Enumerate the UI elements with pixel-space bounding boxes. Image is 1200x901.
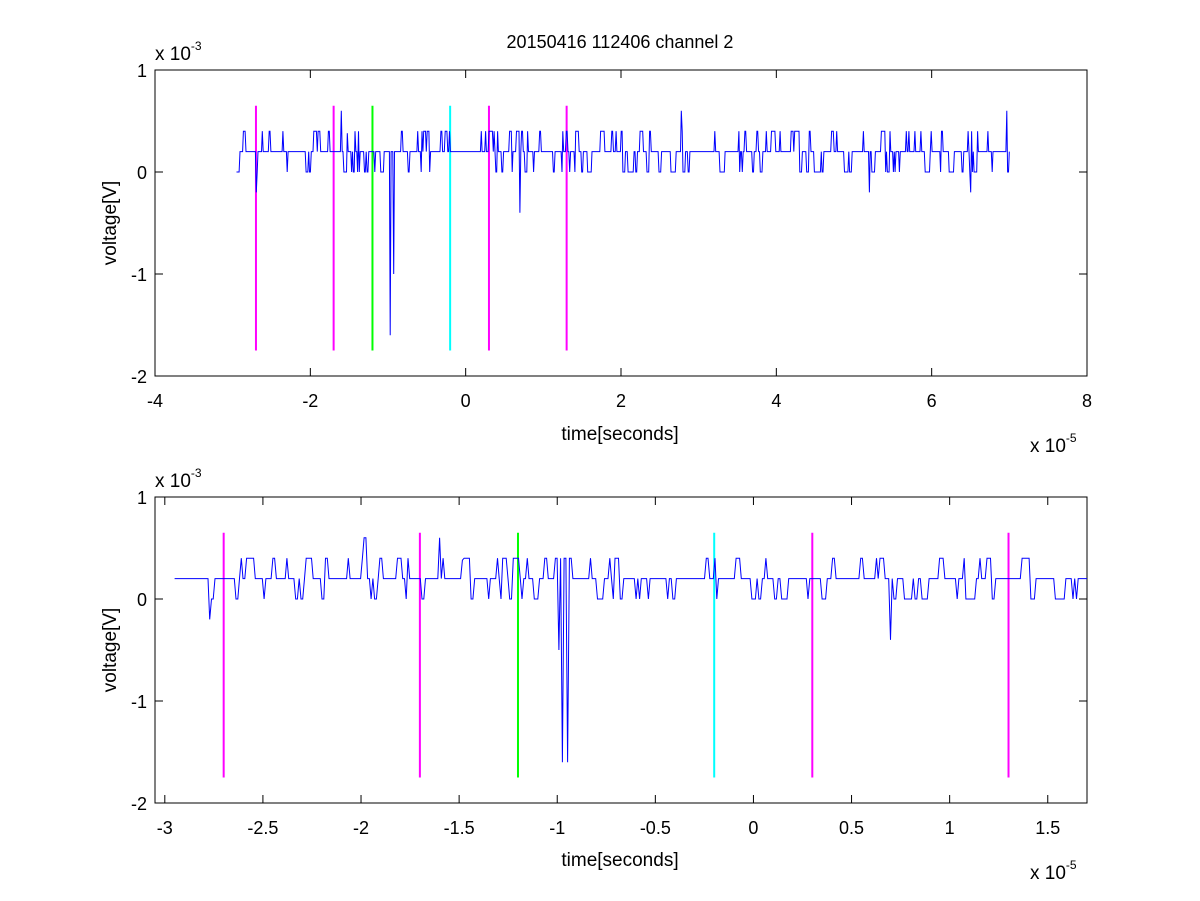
x-tick-label: 6 (927, 391, 937, 411)
x-tick-label: 0.5 (839, 818, 864, 838)
top-ticks: -4 -2 0 2 4 6 810-1-2 (131, 61, 1092, 411)
top-axes-frame (154, 69, 1088, 377)
top-marker-lines (254, 105, 568, 351)
bottom-x-axis-label: time[seconds] (561, 850, 678, 871)
x-tick-label: 1.5 (1035, 818, 1060, 838)
x-tick-label: -4 (147, 391, 163, 411)
y-tick-label: -2 (131, 367, 147, 387)
bottom-marker-lines (222, 532, 1010, 778)
top-y-exponent: x 10-3 (155, 39, 202, 65)
top-y-axis-label: voltage[V] (100, 181, 121, 266)
x-tick-label: -2 (302, 391, 318, 411)
top-x-exponent: x 10-5 (1030, 431, 1077, 457)
y-tick-label: 1 (137, 488, 147, 508)
y-tick-label: 1 (137, 61, 147, 81)
bottom-panel: -3 -2.5 -2 -1.5 -1 -0.5 0 0.5 1 1.5 1 0 -1 -2 time[se… (100, 466, 1088, 884)
x-tick-label: 0 (748, 818, 758, 838)
top-signal-trace (236, 110, 1010, 336)
x-tick-label: -1.5 (444, 818, 475, 838)
x-tick-label: 4 (771, 391, 781, 411)
x-tick-label: -3 (157, 818, 173, 838)
bottom-axes-frame (154, 496, 1088, 804)
signal-line (174, 537, 1087, 763)
bottom-y-axis-label: voltage[V] (100, 608, 121, 693)
bottom-x-exponent: x 10-5 (1030, 858, 1077, 884)
y-tick-label: -2 (131, 794, 147, 814)
y-tick-label: -1 (131, 692, 147, 712)
y-tick-label: -1 (131, 265, 147, 285)
x-tick-label: -0.5 (640, 818, 671, 838)
x-tick-label: -2 (353, 818, 369, 838)
y-tick-label: 0 (137, 163, 147, 183)
figure-title: 20150416 112406 channel 2 (507, 32, 734, 52)
bottom-signal-trace (174, 537, 1087, 763)
top-panel: -4 -2 0 2 4 6 810-1-2 time[seconds] voltage[V]… (100, 39, 1092, 457)
y-tick-label: 0 (137, 590, 147, 610)
bottom-ticks: -3 -2.5 -2 -1.5 -1 -0.5 0 0.5 1 1.5 1 0 -1 -2 (131, 488, 1087, 838)
x-tick-label: 2 (616, 391, 626, 411)
x-tick-label: 0 (461, 391, 471, 411)
x-tick-label: 8 (1082, 391, 1092, 411)
top-x-axis-label: time[seconds] (561, 424, 678, 445)
x-tick-label: -1 (549, 818, 565, 838)
x-tick-label: 1 (945, 818, 955, 838)
x-tick-label: -2.5 (247, 818, 278, 838)
bottom-y-exponent: x 10-3 (155, 466, 202, 492)
signal-line (236, 110, 1010, 336)
